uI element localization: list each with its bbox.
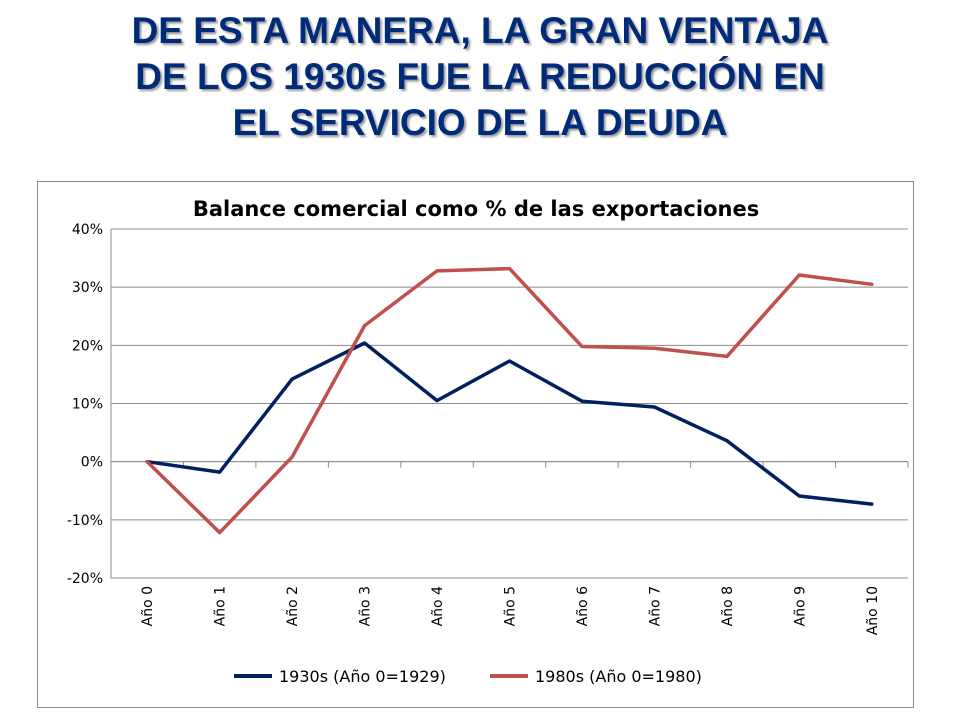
series-1-point — [290, 377, 294, 381]
series-2-point — [145, 460, 149, 464]
legend-label-2: 1980s (Año 0=1980) — [535, 667, 702, 686]
slide-title: DE ESTA MANERA, LA GRAN VENTAJA DE LOS 1… — [20, 8, 940, 146]
series-2-point — [870, 282, 874, 286]
legend: 1930s (Año 0=1929) 1980s (Año 0=1980) — [234, 667, 702, 686]
x-tick-label: Año 2 — [285, 586, 301, 626]
y-tick-label: -20% — [67, 571, 103, 587]
series-2-point — [725, 354, 729, 358]
slide-title-line-2: DE LOS 1930s FUE LA REDUCCIÓN EN — [135, 56, 825, 97]
chart-title: Balance comercial como % de las exportac… — [193, 197, 759, 221]
y-tick-label: 0% — [81, 455, 103, 471]
series-2-point — [580, 344, 584, 348]
y-tick-label: 30% — [72, 280, 103, 296]
y-tick-label: -10% — [67, 513, 103, 529]
slide-title-line-3: EL SERVICIO DE LA DEUDA — [232, 102, 728, 143]
chart-frame: Balance comercial como % de las exportac… — [37, 181, 914, 708]
series-1-point — [870, 502, 874, 506]
y-tick-label: 10% — [72, 397, 103, 413]
x-tick-label: Año 0 — [140, 586, 156, 626]
y-tick-label: 20% — [72, 338, 103, 354]
series-2-point — [435, 269, 439, 273]
series-1-point — [435, 399, 439, 403]
series-2-point — [363, 324, 367, 328]
series-1-point — [363, 341, 367, 345]
x-tick-label: Año 8 — [720, 586, 736, 626]
legend-label-1: 1930s (Año 0=1929) — [279, 667, 446, 686]
axes: 40% 30% 20% 10% 0% -10% -20% Año 0 Año 1 Año 2 Año… — [67, 222, 909, 635]
series-1-point — [580, 399, 584, 403]
series-2-point — [652, 346, 656, 350]
series-lines — [145, 266, 874, 535]
x-tick-label: Año 5 — [503, 586, 519, 626]
series-1-point — [797, 494, 801, 498]
x-tick-label: Año 1 — [213, 586, 229, 626]
series-2-point — [218, 531, 222, 535]
series-2-point — [508, 267, 511, 271]
series-1-point — [508, 359, 511, 363]
series-line-1 — [145, 341, 874, 506]
series-2-point — [797, 273, 801, 277]
x-tick-label: Año 6 — [575, 586, 591, 626]
x-tick-label: Año 7 — [647, 586, 663, 626]
series-line-2 — [145, 266, 874, 535]
x-tick-label: Año 4 — [430, 586, 446, 626]
series-1-point — [218, 470, 222, 474]
x-tick-label: Año 3 — [358, 586, 374, 626]
y-tick-label: 40% — [72, 222, 103, 238]
series-1-point — [652, 405, 656, 409]
x-tick-label: Año 9 — [792, 586, 808, 626]
series-2-point — [290, 455, 294, 459]
line-chart: Balance comercial como % de las exportac… — [67, 197, 909, 686]
grid-lines — [111, 228, 908, 579]
x-tick-label: Año 10 — [865, 586, 881, 635]
slide-title-line-1: DE ESTA MANERA, LA GRAN VENTAJA — [131, 10, 829, 51]
series-1-point — [725, 439, 729, 443]
